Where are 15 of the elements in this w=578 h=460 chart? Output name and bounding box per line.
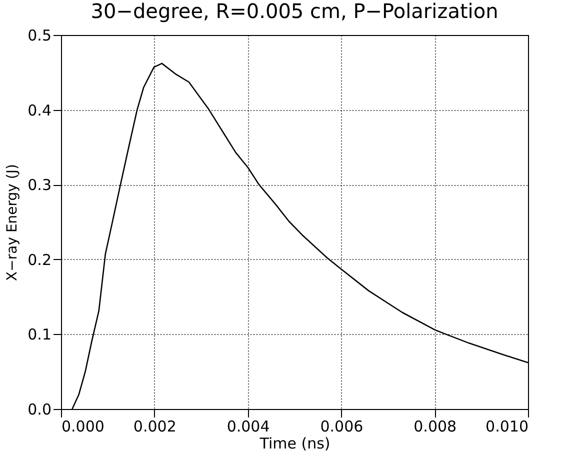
x-tick-label: 0.000 bbox=[62, 418, 104, 436]
y-tick-label: 0.2 bbox=[28, 250, 52, 269]
x-tick-label: 0.010 bbox=[486, 418, 528, 436]
x-tick-label: 0.008 bbox=[414, 418, 457, 436]
y-tick-label: 0.1 bbox=[28, 326, 52, 344]
x-axis-title: Time (ns) bbox=[258, 434, 330, 452]
x-tick-label: 0.002 bbox=[133, 418, 176, 436]
y-tick-label: 0.0 bbox=[28, 400, 52, 418]
x-tick-label: 0.004 bbox=[226, 418, 270, 436]
y-tick-label: 0.4 bbox=[28, 101, 52, 120]
chart-title: 30−degree, R=0.005 cm, P−Polarization bbox=[90, 0, 498, 23]
y-tick-label: 0.3 bbox=[28, 176, 52, 194]
x-tick-label: 0.006 bbox=[320, 418, 364, 436]
y-axis-title: X−ray Energy (J) bbox=[4, 164, 21, 281]
y-tick-label: 0.5 bbox=[28, 26, 52, 44]
